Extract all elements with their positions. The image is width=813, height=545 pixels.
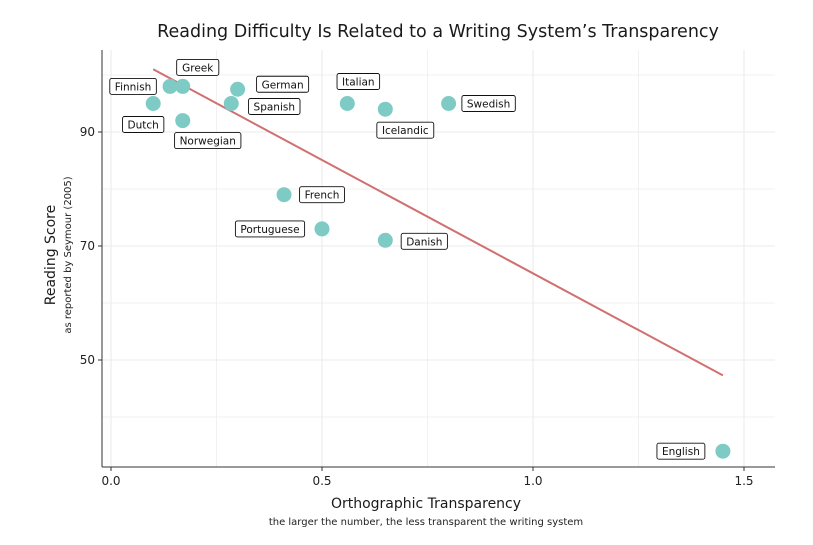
label-box: [174, 132, 242, 150]
label-text: English: [662, 446, 700, 458]
x-axis-subtitle: the larger the number, the less transpar…: [269, 517, 583, 528]
point-danish: [377, 232, 393, 248]
label-text: Greek: [182, 62, 214, 74]
chart-title: Reading Difficulty Is Related to a Writi…: [157, 22, 719, 42]
y-tick-label: 50: [80, 353, 95, 367]
label-text: Spanish: [254, 102, 295, 114]
trend-layer: [152, 68, 724, 377]
label-text: Dutch: [128, 120, 159, 132]
label-box: [176, 58, 220, 76]
label-dutch: Dutch: [122, 116, 165, 133]
x-tick-label: 1.5: [734, 474, 753, 488]
x-tick-label: 0.0: [101, 474, 120, 488]
label-box: [234, 220, 306, 238]
label-box: [336, 73, 381, 90]
point-spanish: [223, 96, 239, 111]
label-box: [461, 95, 516, 112]
label-text: Danish: [406, 236, 442, 248]
label-box: [376, 121, 435, 139]
label-norwegian: Norwegian: [174, 132, 242, 150]
labels-layer: Finnish Greek Dutch Norwegian German Spanish I…: [109, 58, 706, 460]
label-text: Finnish: [115, 81, 152, 93]
label-text: Norwegian: [180, 136, 236, 148]
label-text: French: [305, 190, 340, 202]
point-dutch: [145, 96, 161, 111]
label-italian: Italian: [336, 73, 381, 90]
y-axis-title: Reading Score: [43, 205, 59, 306]
point-swedish: [441, 96, 457, 111]
point-greek: [175, 78, 191, 94]
point-english: [715, 443, 731, 459]
label-french: French: [299, 186, 345, 204]
label-box: [400, 232, 448, 250]
grid: [102, 50, 775, 467]
label-text: Portuguese: [240, 224, 299, 236]
point-portuguese: [314, 221, 330, 237]
label-greek: Greek: [176, 58, 220, 76]
label-box: [122, 116, 165, 133]
y-tick-label: 90: [80, 125, 95, 139]
label-box: [248, 98, 301, 115]
point-icelandic: [377, 101, 393, 117]
label-german: German: [256, 75, 310, 93]
trend-line: [152, 68, 724, 377]
points-layer: [145, 78, 731, 459]
x-tick-label: 0.5: [312, 474, 331, 488]
label-text: Italian: [342, 77, 375, 89]
label-text: German: [262, 79, 304, 91]
point-norwegian: [175, 113, 191, 129]
label-finnish: Finnish: [109, 77, 157, 95]
label-box: [656, 442, 706, 460]
point-german: [230, 81, 246, 97]
label-portuguese: Portuguese: [234, 220, 306, 238]
point-finnish: [162, 78, 178, 94]
label-text: Icelandic: [382, 125, 429, 137]
axes: 0.0 0.5 1.0 1.5 50 70 90: [80, 50, 775, 488]
label-spanish: Spanish: [248, 98, 301, 115]
label-english: English: [656, 442, 706, 460]
label-box: [109, 77, 157, 95]
point-french: [276, 187, 292, 203]
y-axis-subtitle: as reported by Seymour (2005): [63, 176, 74, 333]
label-danish: Danish: [400, 232, 448, 250]
y-tick-label: 70: [80, 239, 95, 253]
label-box: [299, 186, 345, 204]
x-axis-title: Orthographic Transparency: [331, 496, 521, 512]
label-box: [256, 75, 310, 93]
label-swedish: Swedish: [461, 95, 516, 112]
label-text: Swedish: [467, 99, 510, 111]
point-italian: [339, 96, 355, 111]
x-tick-label: 1.0: [523, 474, 542, 488]
label-icelandic: Icelandic: [376, 121, 435, 139]
